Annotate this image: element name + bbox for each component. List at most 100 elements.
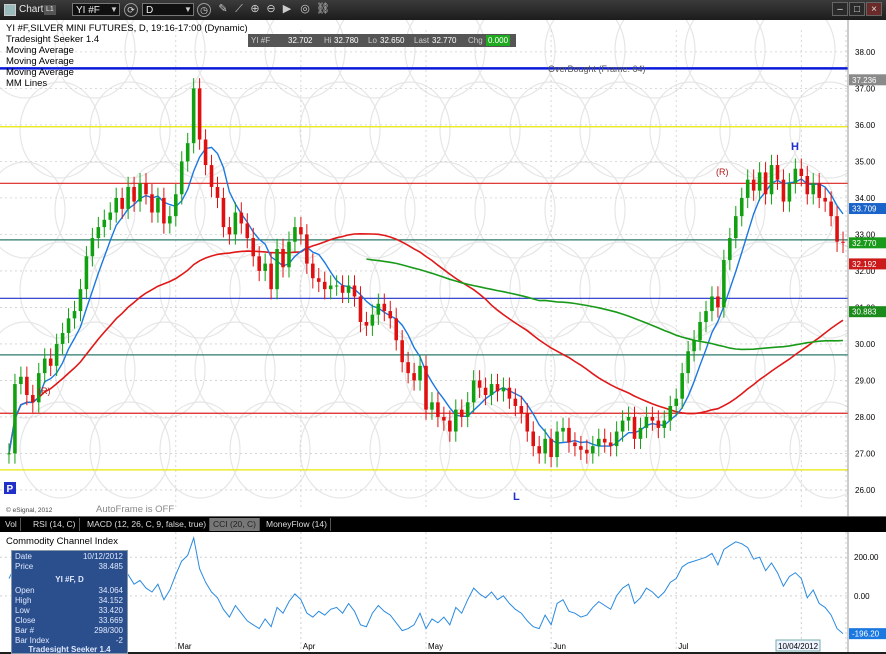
candle-body <box>579 446 583 450</box>
link-icon[interactable]: ⛓ <box>316 3 330 15</box>
cycle-circle <box>54 161 136 259</box>
cycle-circle <box>509 401 591 499</box>
quote-symbol: YI #F <box>251 36 271 45</box>
candle-body <box>36 373 41 403</box>
link-badge[interactable]: L1 <box>44 5 56 15</box>
interval-dropdown-icon[interactable]: ▼ <box>184 5 192 14</box>
cycle-circle <box>19 241 101 339</box>
dw-high-label: High <box>15 596 32 605</box>
refresh-icon[interactable]: ⟳ <box>124 3 138 17</box>
candle-body <box>614 431 619 447</box>
draw-line-icon[interactable]: ⟋ <box>235 3 243 15</box>
candle-body <box>829 201 833 217</box>
title-bar: Chart L1 YI #F ▼ ⟳ D ▼ ◷ ✎ ⟋ ⊕ ⊖ ▶ ◎ ⛓ –… <box>0 0 886 21</box>
interval-input[interactable]: D <box>142 3 194 16</box>
cycle-circles-group <box>0 20 871 499</box>
tab-macd[interactable]: MACD (12, 26, C, 9, false, true) <box>84 518 211 531</box>
candle-body <box>448 420 452 432</box>
candle-body <box>54 343 59 366</box>
dw-date-label: Date <box>15 552 32 561</box>
cycle-circle <box>229 81 311 179</box>
candle-body <box>644 416 649 428</box>
candle-body <box>197 88 202 140</box>
candle-body <box>775 165 780 180</box>
cci-last-tag: -196.20 <box>852 630 880 639</box>
maximize-button[interactable]: □ <box>849 2 865 16</box>
cycle-circle <box>579 401 661 499</box>
candle-body <box>72 311 77 319</box>
p-marker: P <box>7 484 14 495</box>
cycle-circle <box>159 241 241 339</box>
candle-body <box>418 365 422 381</box>
candle-body <box>620 420 625 432</box>
candle-body <box>78 289 83 312</box>
price-chart-area[interactable]: OverBought (Frame: 64) P L H (R) (R) AutoFrame… <box>0 20 886 516</box>
candle-body <box>811 183 816 195</box>
grid-group <box>0 51 848 491</box>
y-tick-label: 32.00 <box>855 267 876 276</box>
candle-body <box>608 442 613 447</box>
candle-body <box>656 420 661 428</box>
tab-moneyflow[interactable]: MoneyFlow (14) <box>263 518 331 531</box>
zoom-in-icon[interactable]: ⊕ <box>250 3 260 15</box>
cycle-circle <box>754 20 836 99</box>
candle-body <box>799 168 804 177</box>
globe-icon[interactable]: ◎ <box>300 3 310 15</box>
candle-body <box>66 318 71 333</box>
dw-barindex: -2 <box>115 636 123 645</box>
quote-hi: 32.780 <box>334 36 359 45</box>
candle-body <box>537 446 541 454</box>
candle-body <box>632 416 637 439</box>
month-label: Jun <box>553 642 566 651</box>
tab-rsi[interactable]: RSI (14, C) <box>30 518 80 531</box>
draw-pencil-icon[interactable]: ✎ <box>218 3 228 15</box>
copyright-label: © eSignal, 2012 <box>6 506 53 514</box>
y-tick-label: 38.00 <box>855 48 876 57</box>
cycle-circle <box>684 321 766 419</box>
candle-body <box>483 387 488 396</box>
play-icon[interactable]: ▶ <box>282 3 292 15</box>
y-axis-group: 38.0037.0036.0035.0034.0033.0032.0031.00… <box>847 20 886 516</box>
candle-body <box>191 88 196 144</box>
clock-icon[interactable]: ◷ <box>197 3 211 17</box>
candle-body <box>495 384 500 392</box>
candle-body <box>781 179 786 202</box>
candle-body <box>203 139 208 166</box>
y-tick-label: 27.00 <box>855 449 876 458</box>
candle-body <box>364 322 369 326</box>
candle-body <box>174 194 178 217</box>
candle-body <box>185 143 190 162</box>
candle-body <box>525 413 530 432</box>
minimize-button[interactable]: – <box>832 2 848 16</box>
candle-body <box>132 186 136 202</box>
cycle-circle <box>404 161 486 259</box>
candle-body <box>162 197 166 224</box>
candle-body <box>430 402 434 410</box>
symbol-input[interactable]: YI #F <box>72 3 120 16</box>
y-tick-label: 33.00 <box>855 230 876 239</box>
price-tag-bg <box>849 258 886 270</box>
candle-body <box>787 183 792 202</box>
candle-body <box>328 285 333 290</box>
cycle-circle <box>579 81 661 179</box>
candle-body <box>150 194 154 213</box>
candle-body <box>209 165 214 187</box>
moving-average-50 <box>8 232 844 454</box>
close-button[interactable]: × <box>866 2 882 16</box>
cycle-circle <box>684 20 766 99</box>
info-line-mm: MM Lines <box>6 78 48 89</box>
tab-cci[interactable]: CCI (20, C) <box>210 518 260 531</box>
candle-body <box>680 373 684 399</box>
candle-body <box>376 303 381 315</box>
candle-body <box>692 340 696 352</box>
cci-title: Commodity Channel Index <box>6 536 118 547</box>
info-line-ma3: Moving Average <box>6 67 74 78</box>
candle-body <box>573 442 577 447</box>
cycle-circle <box>439 81 521 179</box>
symbol-dropdown-icon[interactable]: ▼ <box>110 5 118 14</box>
cci-panel[interactable]: 200.000.00-196.20MarAprMayJunJulAugSep10… <box>0 532 886 652</box>
candle-body <box>370 314 375 326</box>
zoom-out-icon[interactable]: ⊖ <box>266 3 276 15</box>
tab-vol[interactable]: Vol <box>2 518 21 531</box>
cycle-circle <box>299 401 381 499</box>
